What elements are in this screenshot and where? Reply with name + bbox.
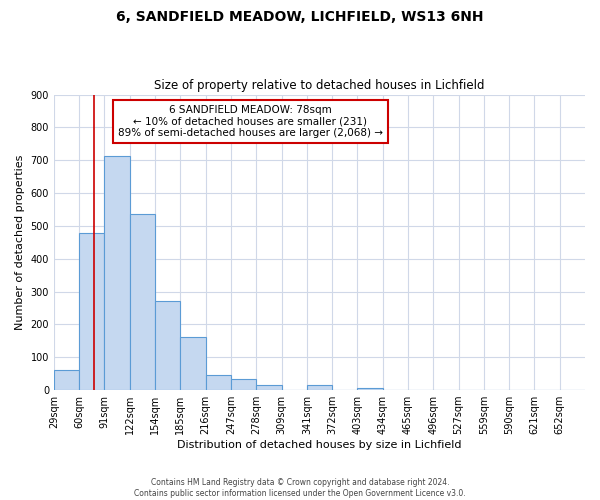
- Bar: [307, 385, 332, 390]
- Bar: [206, 374, 231, 390]
- Text: 6, SANDFIELD MEADOW, LICHFIELD, WS13 6NH: 6, SANDFIELD MEADOW, LICHFIELD, WS13 6NH: [116, 10, 484, 24]
- Bar: [231, 378, 256, 390]
- Bar: [104, 156, 130, 390]
- Bar: [358, 388, 383, 390]
- Text: Contains HM Land Registry data © Crown copyright and database right 2024.
Contai: Contains HM Land Registry data © Crown c…: [134, 478, 466, 498]
- Title: Size of property relative to detached houses in Lichfield: Size of property relative to detached ho…: [154, 79, 485, 92]
- Bar: [256, 385, 281, 390]
- Bar: [54, 370, 79, 390]
- Bar: [155, 301, 181, 390]
- Bar: [130, 214, 155, 390]
- Bar: [79, 233, 104, 390]
- Bar: [181, 336, 206, 390]
- Text: 6 SANDFIELD MEADOW: 78sqm
← 10% of detached houses are smaller (231)
89% of semi: 6 SANDFIELD MEADOW: 78sqm ← 10% of detac…: [118, 105, 383, 138]
- X-axis label: Distribution of detached houses by size in Lichfield: Distribution of detached houses by size …: [177, 440, 462, 450]
- Y-axis label: Number of detached properties: Number of detached properties: [15, 154, 25, 330]
